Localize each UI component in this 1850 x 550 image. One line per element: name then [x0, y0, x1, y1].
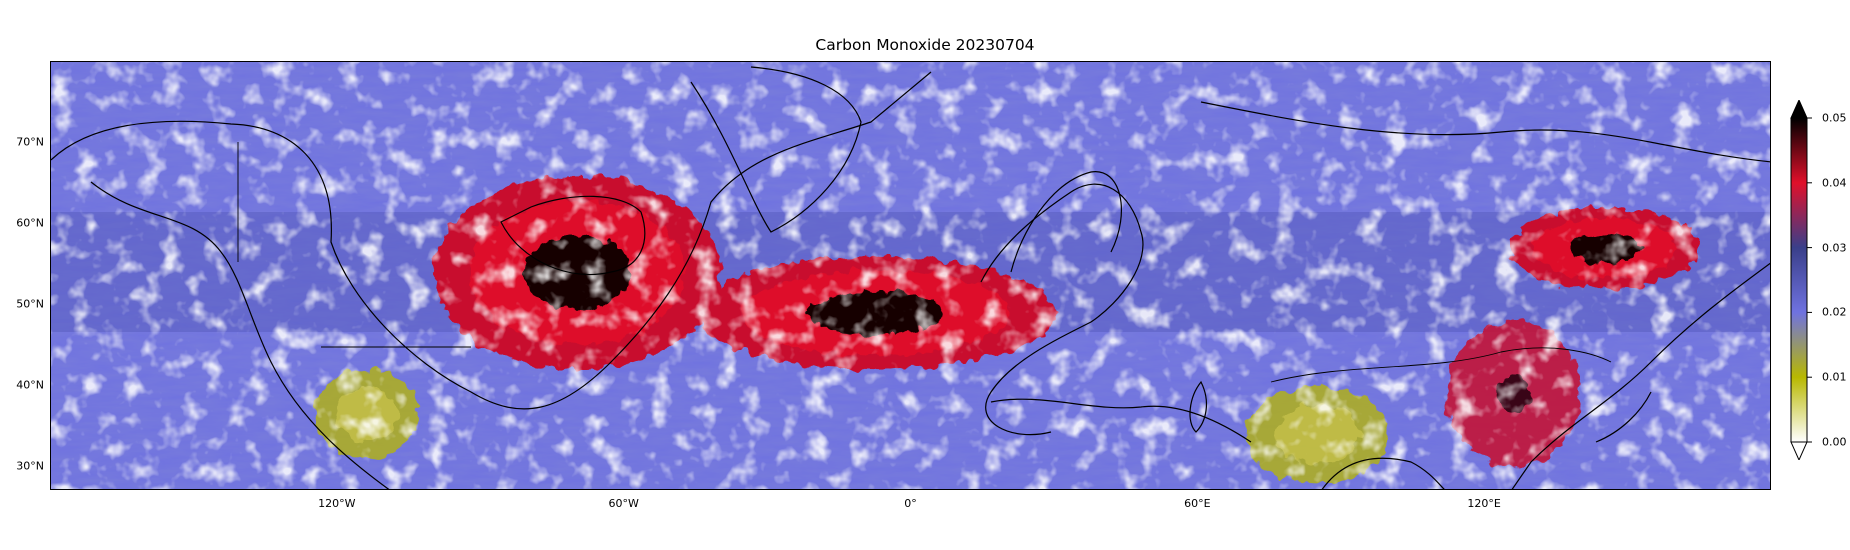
- colorbar-tick-label: 0.05: [1822, 111, 1847, 125]
- coastline-greenland: [690, 66, 862, 233]
- coastline-scandinavia: [1010, 171, 1122, 273]
- coastline-hudson-bay: [500, 195, 646, 276]
- country-borders: [237, 142, 1612, 383]
- colorbar-tick-label: 0.01: [1822, 370, 1847, 384]
- coastline-caspian: [1189, 380, 1208, 433]
- coastline-arctic-asia: [1200, 101, 1770, 163]
- map-title: Carbon Monoxide 20230704: [815, 36, 1035, 54]
- colorbar: [1790, 100, 1812, 460]
- lon-tick-label: 60°W: [608, 497, 639, 510]
- coastline-japan: [1595, 391, 1652, 443]
- border-russia-china: [1270, 347, 1612, 383]
- lon-tick-label: 60°E: [1184, 497, 1211, 510]
- coastline-north-america: [51, 71, 932, 410]
- coastline-east-asia: [1511, 262, 1770, 489]
- colorbar-extend-min: [1790, 441, 1808, 460]
- coastline-mediterranean: [990, 398, 1252, 443]
- coastline-india: [1321, 457, 1445, 489]
- colorbar-extend-max: [1790, 100, 1808, 119]
- coastline-europe: [980, 183, 1144, 436]
- lat-tick-label: 50°N: [16, 297, 44, 311]
- coastlines: [51, 66, 1770, 489]
- colorbar-ramp: [1790, 117, 1808, 443]
- colorbar-ticks: [1807, 117, 1812, 443]
- co-field-map: [51, 62, 1770, 489]
- lat-tick-label: 40°N: [16, 378, 44, 392]
- missing-data-mask: [51, 62, 1770, 489]
- colorbar-tick-label: 0.03: [1822, 241, 1847, 255]
- lat-tick-label: 70°N: [16, 135, 44, 149]
- lon-tick-label: 120°W: [318, 497, 356, 510]
- colorbar-tick-label: 0.02: [1822, 305, 1847, 319]
- lat-tick-label: 30°N: [16, 459, 44, 473]
- coastline-alaska: [90, 181, 390, 489]
- lat-tick-label: 60°N: [16, 216, 44, 230]
- lon-tick-label: 0°: [904, 497, 917, 510]
- map-panel: [50, 61, 1771, 490]
- colorbar-tick-label: 0.00: [1822, 435, 1847, 449]
- colorbar-tick-label: 0.04: [1822, 176, 1847, 190]
- lon-tick-label: 120°E: [1467, 497, 1501, 510]
